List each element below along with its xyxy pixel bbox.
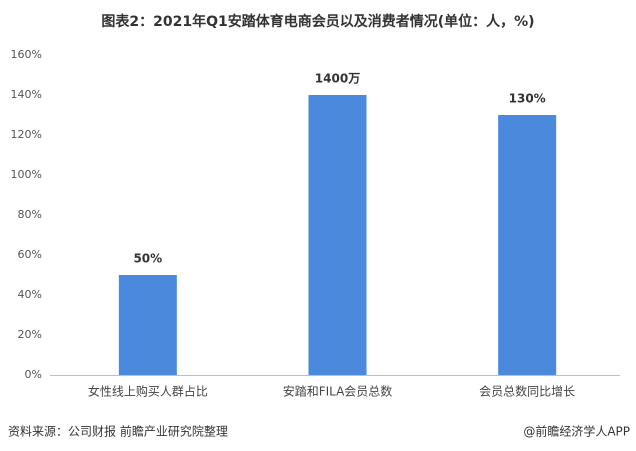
x-tick-label: 会员总数同比增长 bbox=[479, 384, 575, 399]
value-label: 1400万 bbox=[315, 72, 360, 86]
y-tick-label: 60% bbox=[18, 248, 42, 261]
x-tick-label: 安踏和FILA会员总数 bbox=[283, 384, 393, 399]
y-tick-label: 100% bbox=[11, 168, 42, 181]
y-tick-label: 140% bbox=[11, 88, 42, 101]
y-tick-label: 40% bbox=[18, 288, 42, 301]
y-tick-label: 160% bbox=[11, 48, 42, 61]
y-tick-label: 20% bbox=[18, 328, 42, 341]
x-tick-label: 女性线上购买人群占比 bbox=[88, 384, 208, 399]
value-label: 130% bbox=[509, 92, 546, 106]
bar bbox=[118, 275, 177, 375]
bar bbox=[498, 115, 557, 375]
y-tick-label: 80% bbox=[18, 208, 42, 221]
y-tick-label: 0% bbox=[25, 368, 42, 381]
credit: @前瞻经济学人APP bbox=[523, 424, 630, 439]
source-note: 资料来源：公司财报 前瞻产业研究院整理 bbox=[8, 424, 228, 439]
bar bbox=[308, 95, 367, 375]
y-tick-label: 120% bbox=[11, 128, 42, 141]
chart-title: 图表2：2021年Q1安踏体育电商会员以及消费者情况(单位：人，%) bbox=[101, 13, 534, 30]
value-label: 50% bbox=[133, 252, 162, 266]
